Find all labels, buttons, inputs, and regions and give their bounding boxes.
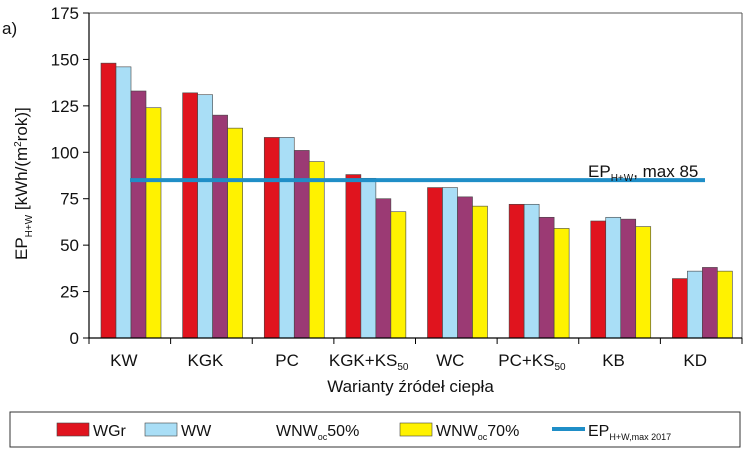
bar [508,203,525,339]
bar [538,216,555,339]
x-tick-label: KGK [187,351,224,370]
y-tick-label: 25 [60,283,79,302]
bar [212,114,228,339]
bar [278,137,295,339]
bar [717,270,733,339]
y-axis: 0 25 50 75 100 125 150 175 EPH+W [kWh/(m2rok)] [12,4,90,348]
panel-label: a) [2,19,17,38]
bar [390,211,407,339]
bar [442,187,458,339]
legend-box [9,411,741,448]
bar [360,177,377,339]
legend-label: WGr [93,423,127,440]
plot-area [89,12,743,338]
legend-swatch [56,422,90,437]
legend-label: WNWoc70% [436,423,519,442]
bar [345,174,362,339]
x-tick-label: KD [683,351,707,370]
bar [308,161,325,339]
bar [605,216,622,339]
y-axis-title: EPH+W [kWh/(m2rok)] [12,107,35,260]
legend-label: WW [181,423,212,440]
bar [635,226,652,339]
bar [457,196,473,339]
reference-line-label: EPH+W, max 85 [588,162,698,184]
bar [197,94,213,339]
bar [553,228,570,339]
y-tick-label: 75 [60,190,79,209]
bar [182,92,198,339]
y-tick-label: 50 [60,236,79,255]
bar [130,90,147,339]
x-tick-label: KB [602,351,625,370]
y-tick-label: 150 [51,50,79,69]
legend-label: WNWoc50% [276,423,359,442]
x-axis: KW KGK PC KGK+KS50 WC PC+KS50 KB KD Warianty źró… [88,337,743,396]
legend-swatch [144,422,178,437]
legend-reference-label: EPH+W,max 2017 [588,423,671,442]
y-tick-label: 0 [70,329,79,348]
bar [472,205,488,339]
y-tick-label: 175 [51,4,79,23]
bar-group [100,62,733,339]
bar [687,270,703,339]
bar [620,218,637,339]
x-axis-title: Warianty źródeł ciepła [327,377,494,396]
y-tick-label: 125 [51,97,79,116]
bar [702,267,718,339]
bar [375,198,392,339]
bar [227,127,243,339]
x-tick-label: KW [110,351,137,370]
bar [263,137,280,339]
y-tick-label: 100 [51,143,79,162]
x-tick-label: PC+KS50 [498,351,566,373]
bar [427,187,443,339]
legend: WGr WW WNWoc50% WNWoc70% EPH+W,max 2017 [9,411,741,448]
x-tick-label: PC [275,351,299,370]
reference-line-group: EPH+W, max 85 [130,162,705,184]
bar [145,107,162,339]
legend-swatch [399,422,433,437]
bar [100,62,117,339]
x-tick-label: WC [436,351,464,370]
x-tick-label: KGK+KS50 [329,351,409,373]
bar [672,278,688,339]
bar [590,220,607,339]
bar [115,66,132,339]
bar [523,203,540,339]
